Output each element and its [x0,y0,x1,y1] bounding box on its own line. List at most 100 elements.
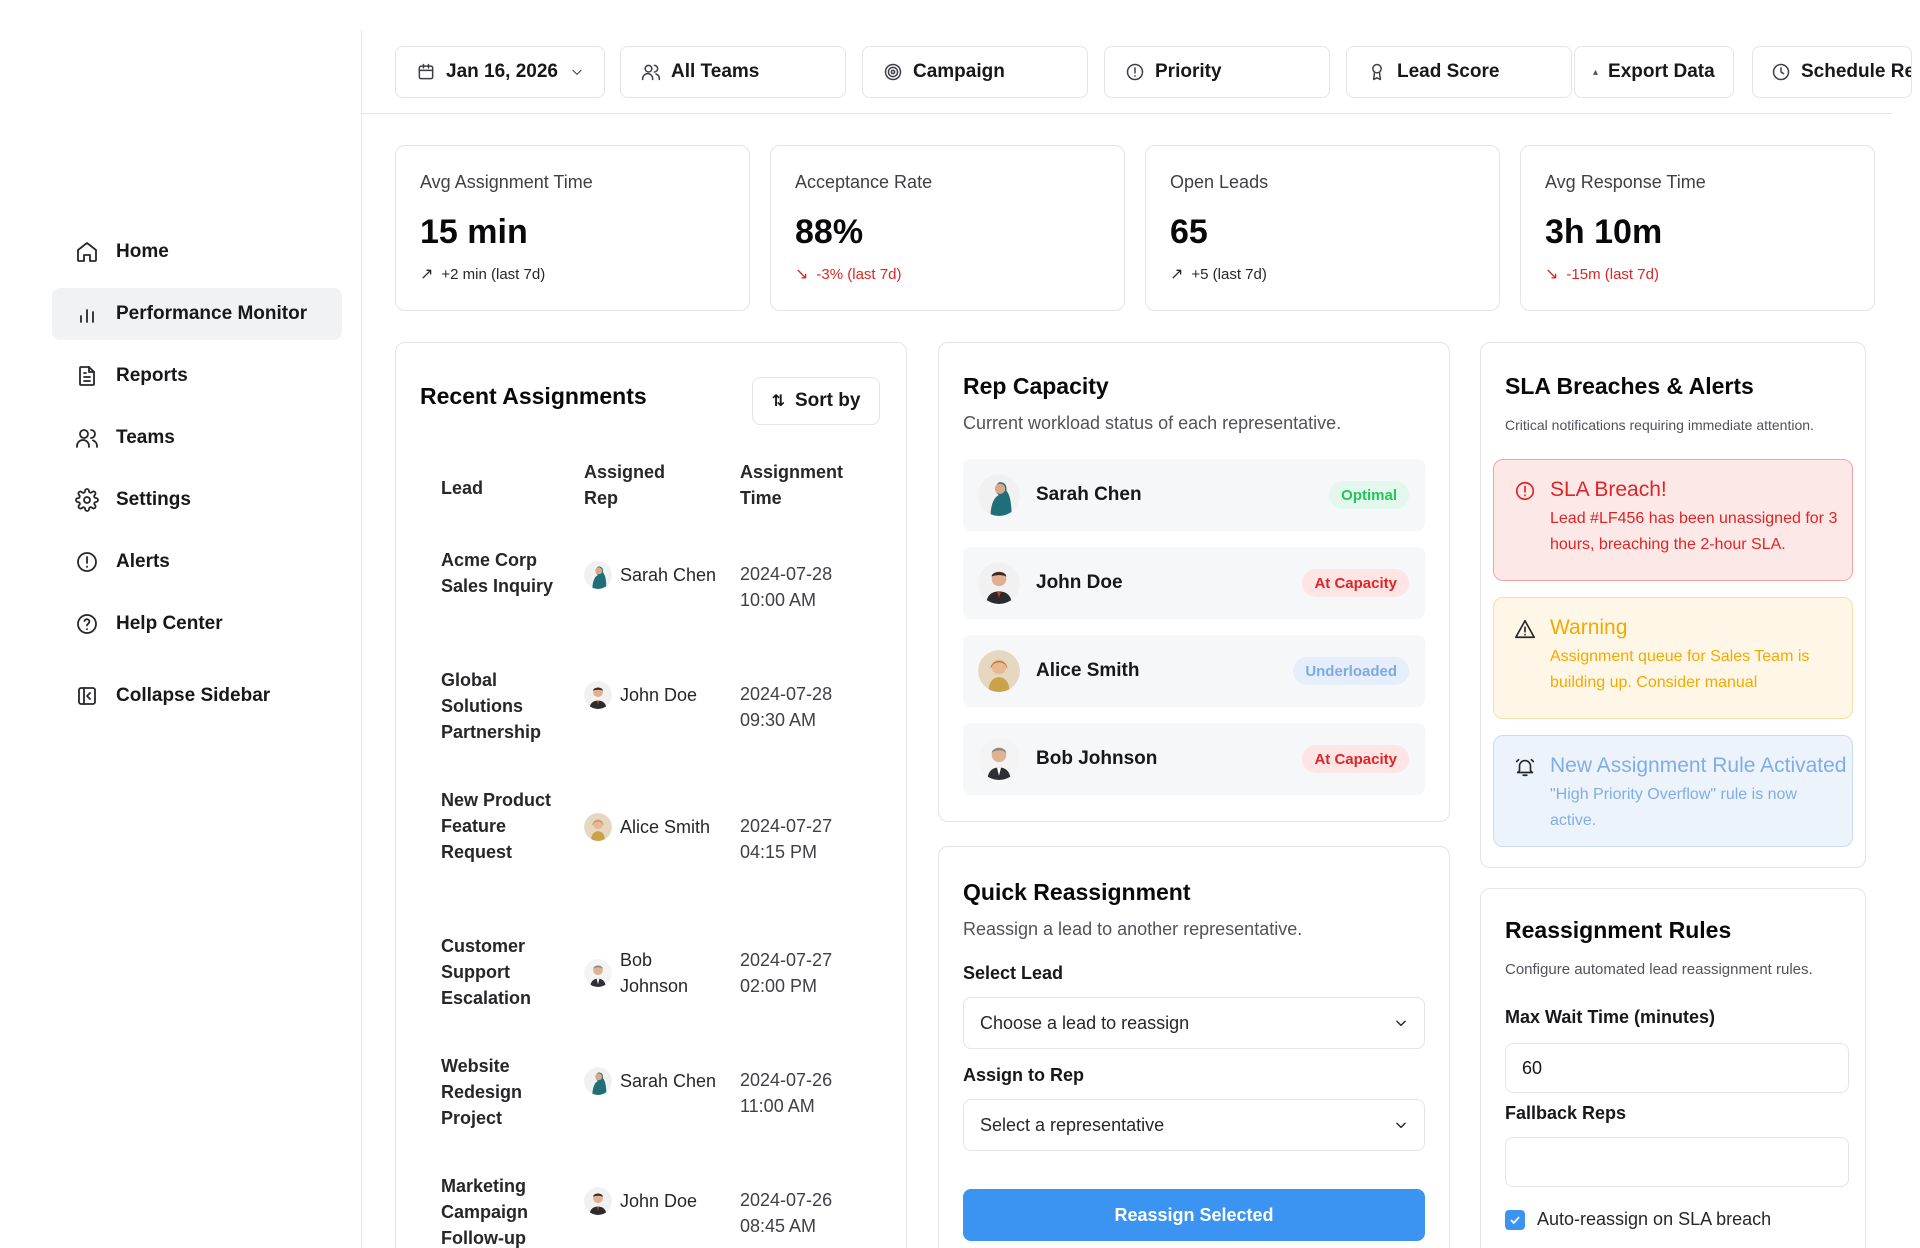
collapse-sidebar-button[interactable]: Collapse Sidebar [52,670,342,722]
assigned-rep: Sarah Chen [584,561,724,589]
collapse-sidebar-label: Collapse Sidebar [116,685,271,706]
lead-name: Website Redesign Project [441,1056,523,1128]
sidebar-item-performance-monitor[interactable]: Performance Monitor [52,288,342,340]
stat-label: Open Leads [1170,172,1269,192]
alert-body: Assignment queue for Sales Team is build… [1550,648,1810,691]
stat-label: Avg Assignment Time [420,172,593,192]
filter-toolbar: Jan 16, 2026 All Teams Campaign Priority… [362,30,1912,114]
sidebar-item-settings[interactable]: Settings [52,474,342,526]
alert-body: "High Priority Overflow" rule is now act… [1550,786,1797,829]
avatar [978,474,1020,516]
home-icon [74,239,100,265]
column-header-lead: Lead [441,478,484,498]
panel-description: Current workload status of each represen… [963,413,1342,433]
file-text-icon [74,363,100,389]
assignment-time: 2024-07-27 04:15 PM [740,816,833,862]
status-badge: At Capacity [1302,569,1409,597]
assignment-time: 2024-07-28 09:30 AM [740,684,833,730]
auto-reassign-checkbox-row[interactable]: Auto-reassign on SLA breach [1505,1209,1771,1230]
avatar [584,1187,612,1215]
sidebar: Home Performance Monitor Reports Teams S… [30,30,362,1248]
select-lead-dropdown[interactable]: Choose a lead to reassign [963,997,1425,1049]
sidebar-item-help-center[interactable]: Help Center [52,598,342,650]
stat-label: Acceptance Rate [795,172,933,192]
sidebar-item-reports[interactable]: Reports [52,350,342,402]
sidebar-item-alerts[interactable]: Alerts [52,536,342,588]
warning-triangle-icon [1514,618,1536,640]
priority-filter-label: Priority [1155,61,1222,82]
rep-capacity-row[interactable]: Alice Smith Underloaded [963,635,1425,707]
stat-card-acceptance-rate: Acceptance Rate 88% ↘ -3% (last 7d) [770,145,1125,311]
priority-filter-button[interactable]: Priority [1104,46,1330,98]
gear-icon [74,487,100,513]
column-header-assignment-time: Assignment Time [740,462,844,508]
rep-name: Alice Smith [620,817,711,837]
rep-capacity-row[interactable]: Bob Johnson At Capacity [963,723,1425,795]
assign-rep-dropdown[interactable]: Select a representative [963,1099,1425,1151]
schedule-report-button[interactable]: Schedule Re [1752,46,1912,98]
rep-name: Sarah Chen [620,1071,717,1091]
stat-card-avg-response-time: Avg Response Time 3h 10m ↘ -15m (last 7d) [1520,145,1875,311]
max-wait-input[interactable]: 60 [1505,1043,1849,1093]
help-circle-icon [74,611,100,637]
assigned-rep: John Doe [584,681,724,709]
chevron-down-icon [572,69,582,75]
warning-alert[interactable]: Warning Assignment queue for Sales Team … [1493,597,1853,719]
lead-score-filter-button[interactable]: Lead Score [1346,46,1572,98]
assigned-rep: John Doe [584,1187,724,1215]
panel-description: Configure automated lead reassignment ru… [1505,961,1813,978]
rule-activated-alert[interactable]: New Assignment Rule Activated "High Prio… [1493,735,1853,847]
clock-icon [1772,63,1790,81]
sla-breach-alert[interactable]: SLA Breach! Lead #LF456 has been unassig… [1493,459,1853,581]
rep-name: John Doe [620,685,698,705]
teams-filter-button[interactable]: All Teams [620,46,846,98]
campaign-filter-label: Campaign [913,61,1005,82]
assignment-time: 2024-07-26 11:00 AM [740,1070,833,1116]
auto-reassign-checkbox[interactable] [1505,1209,1525,1230]
avatar [584,959,612,987]
reassign-selected-button[interactable]: Reassign Selected [963,1189,1425,1241]
sidebar-item-teams[interactable]: Teams [52,412,342,464]
lead-name: Customer Support Escalation [441,936,532,1008]
stat-value: 15 min [420,213,528,251]
assigned-rep: Sarah Chen [584,1067,724,1095]
column-header-assigned-rep: Assigned Rep [584,462,666,508]
campaign-filter-button[interactable]: Campaign [862,46,1088,98]
sidebar-item-home[interactable]: Home [52,226,342,278]
export-data-button[interactable]: ▴ Export Data [1574,46,1734,98]
download-icon: ▴ [1593,66,1599,78]
rep-name: Sarah Chen [620,565,717,585]
schedule-report-label: Schedule Re [1801,61,1912,82]
sort-by-button[interactable]: ⇅ Sort by [752,377,880,425]
assign-rep-placeholder: Select a representative [980,1114,1165,1135]
fallback-reps-input[interactable] [1505,1137,1849,1187]
lead-name: Acme Corp Sales Inquiry [441,550,554,596]
alert-body: Lead #LF456 has been unassigned for 3 ho… [1550,510,1838,553]
status-badge: At Capacity [1302,745,1409,773]
stat-change: ↗ +5 (last 7d) [1170,264,1475,284]
rep-capacity-row[interactable]: John Doe At Capacity [963,547,1425,619]
rep-name: John Doe [1036,572,1123,593]
chevron-down-icon [1396,1122,1406,1129]
status-badge: Underloaded [1293,657,1409,685]
sidebar-item-label: Alerts [116,551,170,572]
rep-capacity-row[interactable]: Sarah Chen Optimal [963,459,1425,531]
avatar [978,562,1020,604]
assigned-rep: Alice Smith [584,813,724,841]
lead-score-filter-label: Lead Score [1397,61,1500,82]
stat-change-text: +5 (last 7d) [1191,265,1267,283]
avatar [978,738,1020,780]
assigned-rep: Bob Johnson [584,947,724,999]
sidebar-collapse-icon [74,683,100,709]
avatar [584,813,612,841]
calendar-icon [418,63,434,80]
lead-name: Marketing Campaign Follow-up [441,1176,529,1248]
avatar [584,1067,612,1095]
stat-label: Avg Response Time [1545,172,1706,192]
stat-change: ↗ +2 min (last 7d) [420,264,725,284]
stat-change: ↘ -3% (last 7d) [795,264,1100,284]
award-icon [1372,63,1382,81]
rep-name: Bob Johnson [1036,748,1158,769]
date-picker-button[interactable]: Jan 16, 2026 [395,46,605,98]
users-icon [74,425,100,451]
